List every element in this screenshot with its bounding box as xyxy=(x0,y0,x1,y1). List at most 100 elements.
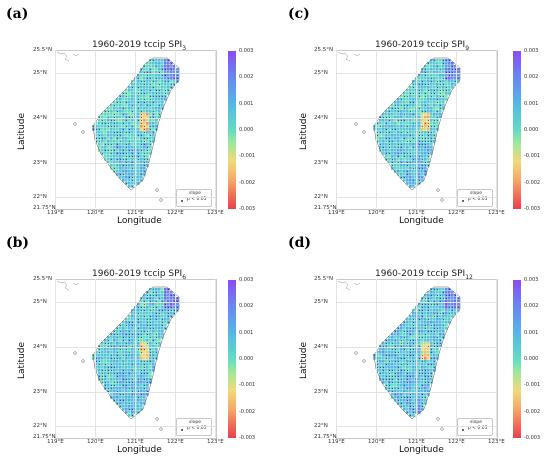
grid-cell xyxy=(400,330,403,333)
significance-dot xyxy=(107,149,109,151)
significance-dot xyxy=(143,140,145,142)
grid-cell xyxy=(149,345,152,348)
grid-cell xyxy=(388,351,391,354)
grid-cell xyxy=(113,140,116,143)
grid-cell xyxy=(146,134,149,137)
grid-cell xyxy=(421,161,424,164)
significance-dot xyxy=(418,336,420,338)
grid-cell xyxy=(412,351,415,354)
x-axis-label: Longitude xyxy=(117,445,162,455)
grid-cell xyxy=(167,303,170,306)
grid-cell xyxy=(152,303,155,306)
grid-cell xyxy=(409,384,412,387)
grid-cell xyxy=(418,396,421,399)
significance-dot xyxy=(149,128,151,130)
grid-cell xyxy=(140,146,143,149)
grid-cell xyxy=(116,339,119,342)
grid-cell xyxy=(128,393,131,396)
grid-cell xyxy=(433,71,436,74)
significance-dot xyxy=(394,393,396,395)
significance-dot xyxy=(412,167,414,169)
grid-cell xyxy=(143,74,146,77)
grid-cell xyxy=(128,164,131,167)
grid-cell xyxy=(158,116,161,119)
significance-dot xyxy=(412,146,414,148)
grid-cell xyxy=(433,77,436,80)
significance-dot xyxy=(131,104,133,106)
significance-dot xyxy=(146,158,148,160)
significance-dot xyxy=(149,348,151,350)
significance-dot xyxy=(95,140,97,142)
significance-dot xyxy=(418,107,420,109)
significance-dot xyxy=(403,119,405,121)
grid-cell xyxy=(385,140,388,143)
grid-cell xyxy=(406,327,409,330)
significance-dot xyxy=(403,152,405,154)
grid-cell xyxy=(433,363,436,366)
grid-cell xyxy=(164,59,167,62)
gridline-horizontal xyxy=(336,425,496,427)
grid-cell xyxy=(418,381,421,384)
island-outline xyxy=(436,188,440,192)
grid-cell xyxy=(170,71,173,74)
grid-cell xyxy=(149,303,152,306)
grid-cell xyxy=(397,128,400,131)
grid-cell xyxy=(424,321,427,324)
grid-cell xyxy=(454,306,457,309)
significance-dot xyxy=(152,86,154,88)
grid-cell xyxy=(146,312,149,315)
significance-dot xyxy=(164,89,166,91)
significance-dot xyxy=(406,354,408,356)
legend-entry: p < 0.05 xyxy=(187,197,207,202)
grid-cell xyxy=(146,387,149,390)
significance-dot xyxy=(412,327,414,329)
significance-dot xyxy=(424,74,426,76)
significance-dot xyxy=(433,342,435,344)
grid-cell xyxy=(424,366,427,369)
significance-dot xyxy=(143,387,145,389)
significance-dot xyxy=(155,315,157,317)
grid-cell xyxy=(394,369,397,372)
significance-dot xyxy=(107,345,109,347)
grid-cell xyxy=(424,399,427,402)
grid-cell xyxy=(161,89,164,92)
significance-dot xyxy=(131,179,133,181)
grid-cell xyxy=(427,116,430,119)
colorbar-tick-label: 0.002 xyxy=(524,74,539,81)
grid-cell xyxy=(128,354,131,357)
significance-dot xyxy=(146,149,148,151)
grid-cell xyxy=(143,77,146,80)
significance-dot xyxy=(152,357,154,359)
significance-dot xyxy=(170,62,172,64)
grid-cell xyxy=(379,348,382,351)
grid-cell xyxy=(140,315,143,318)
grid-cell xyxy=(113,336,116,339)
grid-cell xyxy=(436,113,439,116)
significance-dot xyxy=(113,333,115,335)
significance-dot xyxy=(101,152,103,154)
grid-cell xyxy=(451,80,454,83)
grid-cell xyxy=(140,137,143,140)
grid-cell xyxy=(128,95,131,98)
grid-cell xyxy=(131,107,134,110)
significance-dot xyxy=(131,363,133,365)
grid-cell xyxy=(400,95,403,98)
grid-cell xyxy=(406,155,409,158)
significance-dot xyxy=(116,381,118,383)
grid-cell xyxy=(394,381,397,384)
grid-cell xyxy=(376,125,379,128)
grid-cell xyxy=(433,107,436,110)
panel-a: (a) 1960-2019 tccip SPI3 slope p < 0.05 … xyxy=(0,0,275,229)
grid-cell xyxy=(158,98,161,101)
grid-cell xyxy=(433,110,436,113)
significance-dot xyxy=(382,116,384,118)
significance-dot xyxy=(427,89,429,91)
panel-title: 1960-2019 tccip SPI6 xyxy=(92,269,187,281)
grid-cell xyxy=(155,309,158,312)
grid-cell xyxy=(379,146,382,149)
grid-cell xyxy=(430,65,433,68)
significance-dot xyxy=(131,381,133,383)
significance-dot xyxy=(430,77,432,79)
significance-dot xyxy=(146,330,148,332)
significance-dot xyxy=(146,291,148,293)
